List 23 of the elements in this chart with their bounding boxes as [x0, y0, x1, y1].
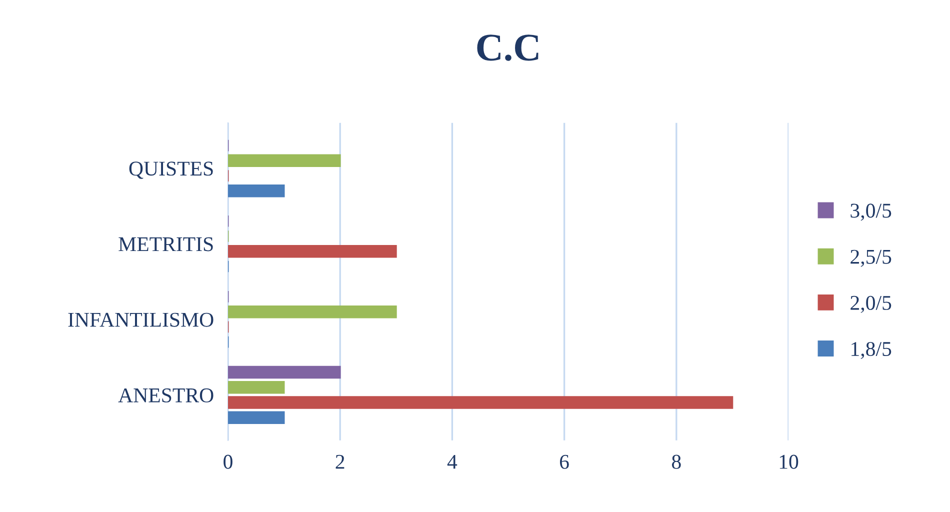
y-tick-label: ANESTRO — [118, 388, 214, 402]
legend-label: 1,8/5 — [852, 342, 892, 360]
x-tick-label: 0 — [224, 454, 232, 469]
bar — [228, 184, 285, 198]
bar — [228, 396, 734, 409]
chart-title: C.C — [477, 34, 538, 61]
legend-label: 3,0/5 — [850, 204, 892, 221]
bar — [228, 411, 285, 424]
legend-label: 2,5/5 — [850, 250, 892, 267]
x-tick-label: 10 — [780, 454, 798, 469]
y-tick-label: QUISTES — [129, 162, 213, 179]
bar — [228, 381, 285, 394]
legend-label: 2,0/5 — [850, 296, 892, 313]
bar — [228, 154, 341, 168]
x-tick-label: 4 — [447, 454, 458, 469]
bar — [228, 366, 341, 379]
x-tick-label: 6 — [560, 454, 569, 469]
x-tick-label: 2 — [336, 454, 344, 469]
x-tick-label: 8 — [672, 454, 681, 469]
y-tick-label: INFANTILISMO — [68, 312, 214, 327]
bar — [228, 305, 397, 318]
y-tick-label: METRITIS — [118, 237, 213, 252]
bar — [228, 245, 397, 258]
